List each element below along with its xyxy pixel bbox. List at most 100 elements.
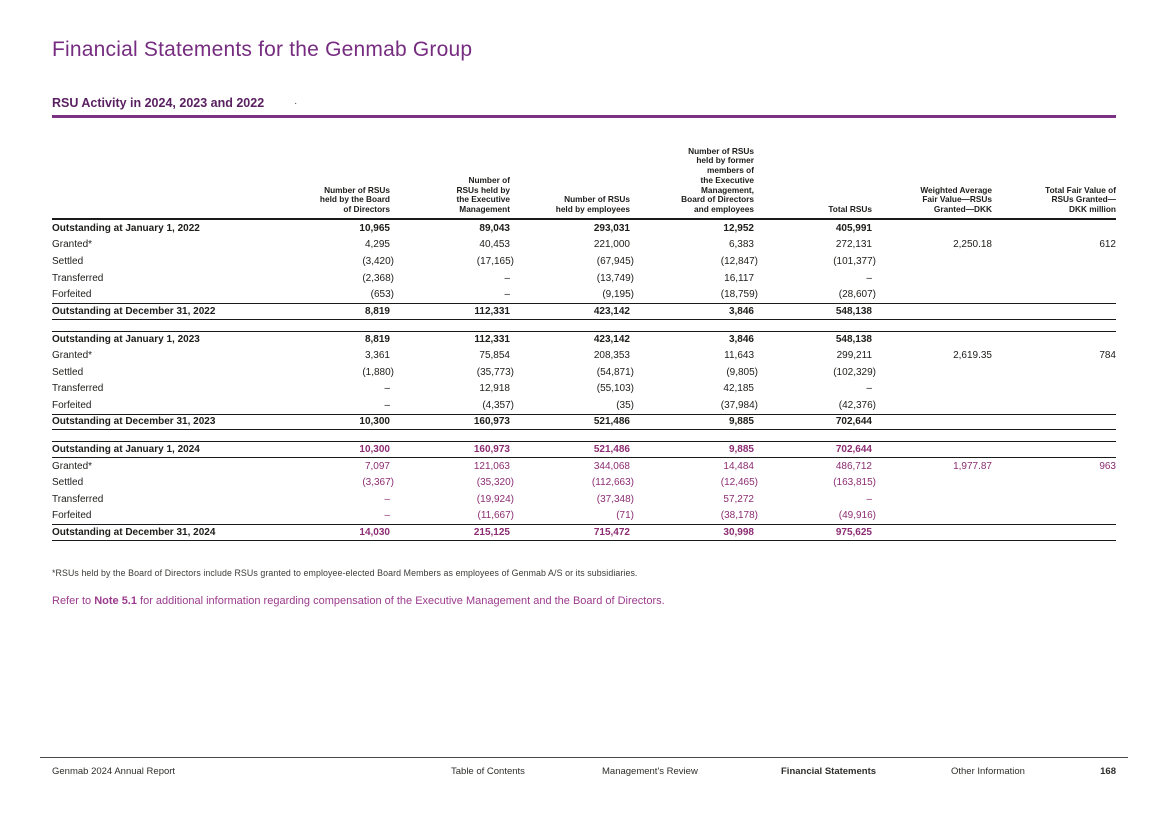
table-body: Outstanding at January 1, 2022 10,965 89,0… — [52, 220, 1116, 541]
table-row: Forfeited – (11,667) (71) (38,178) (49,916) — [52, 508, 1116, 525]
cell-value: 715,472 — [593, 526, 630, 538]
row-label: Forfeited — [52, 399, 92, 411]
cell-value: 548,138 — [835, 333, 872, 345]
cell-value: 10,300 — [359, 443, 390, 455]
cell-value: 612 — [1099, 239, 1116, 251]
footer-nav-financial-statements[interactable]: Financial Statements — [781, 766, 877, 777]
column-header-5: Total RSUs — [828, 204, 872, 215]
cell-value: 42,185 — [723, 383, 754, 395]
cell-value: (9,195) — [602, 289, 634, 301]
cell-value: (17,165) — [476, 255, 514, 267]
cell-value: 293,031 — [593, 222, 630, 234]
table-row: Outstanding at December 31, 2024 14,030 21… — [52, 524, 1116, 541]
cell-value: – — [384, 510, 390, 522]
row-label: Granted* — [52, 239, 93, 251]
table-row: Granted* 3,361 75,854 208,353 11,643 299,211 2… — [52, 347, 1116, 364]
cell-value: 30,998 — [723, 526, 754, 538]
cell-value: – — [504, 272, 510, 284]
cell-value: (28,607) — [838, 289, 876, 301]
cell-value: 784 — [1099, 349, 1116, 361]
cell-value: 221,000 — [593, 239, 630, 251]
table-section-2023: Outstanding at January 1, 2023 8,819 112,3… — [52, 330, 1116, 431]
cell-value: (18,759) — [720, 289, 758, 301]
footer-rule — [40, 757, 1128, 758]
footer-nav-managements-review[interactable]: Management's Review — [602, 766, 698, 777]
table-footnote: *RSUs held by the Board of Directors inc… — [52, 568, 638, 578]
cell-value: (11,667) — [477, 510, 514, 522]
table-row: Settled (3,420) (17,165) (67,945) (12,847) (1… — [52, 253, 1116, 270]
row-label: Outstanding at December 31, 2023 — [52, 416, 216, 428]
table-section-2022: Outstanding at January 1, 2022 10,965 89,0… — [52, 220, 1116, 320]
cell-value: 344,068 — [593, 460, 630, 472]
cell-value: (653) — [370, 289, 394, 301]
column-header-4: Number of RSUs held by former members of… — [681, 145, 754, 215]
section-heading: RSU Activity in 2024, 2023 and 2022 — [52, 96, 265, 110]
footer-nav-table-of-contents[interactable]: Table of Contents — [451, 766, 525, 777]
cell-value: (42,376) — [838, 399, 876, 411]
cell-value: 10,965 — [359, 222, 390, 234]
row-label: Transferred — [52, 493, 104, 505]
cell-value: 3,846 — [728, 333, 754, 345]
footer: Genmab 2024 Annual Report Table of Conte… — [0, 766, 1168, 786]
column-header-2: Number of RSUs held by the Executive Man… — [456, 174, 511, 215]
cell-value: 975,625 — [835, 526, 872, 538]
cell-value: (54,871) — [596, 366, 634, 378]
cell-value: (35) — [616, 399, 634, 411]
cell-value: 548,138 — [835, 305, 872, 317]
cell-value: (12,465) — [720, 477, 758, 489]
note-5-1-link[interactable]: Note 5.1 — [94, 595, 137, 607]
cell-value: 521,486 — [593, 416, 630, 428]
cell-value: (163,815) — [833, 477, 876, 489]
table-row: Outstanding at January 1, 2023 8,819 112,3… — [52, 330, 1116, 348]
cell-value: 11,643 — [724, 349, 754, 361]
cell-value: 2,250.18 — [953, 239, 992, 251]
cell-value: 3,361 — [364, 349, 390, 361]
cell-value: 272,131 — [835, 239, 872, 251]
cell-value: (102,329) — [833, 366, 876, 378]
cell-value: 963 — [1099, 460, 1116, 472]
cell-value: – — [866, 383, 872, 395]
table-row: Outstanding at December 31, 2022 8,819 112… — [52, 302, 1116, 320]
table-row: Forfeited – (4,357) (35) (37,984) (42,376) — [52, 397, 1116, 414]
cell-value: (67,945) — [596, 255, 634, 267]
row-label: Outstanding at December 31, 2022 — [52, 305, 216, 317]
note-suffix: for additional information regarding com… — [136, 595, 665, 607]
cell-value: (1,880) — [362, 366, 394, 378]
cell-value: – — [384, 383, 390, 395]
table-row: Settled (1,880) (35,773) (54,871) (9,805) (10… — [52, 364, 1116, 381]
cell-value: 75,854 — [479, 349, 510, 361]
row-label: Settled — [52, 477, 84, 489]
cell-value: 299,211 — [836, 349, 872, 361]
cell-value: 423,142 — [593, 305, 630, 317]
row-label: Forfeited — [52, 289, 92, 301]
cell-value: – — [866, 272, 872, 284]
cell-value: (3,367) — [362, 477, 394, 489]
heading-dot-mark: · — [294, 98, 298, 109]
table-section-2024: Outstanding at January 1, 2024 10,300 160,… — [52, 441, 1116, 541]
cell-value: (38,178) — [720, 510, 758, 522]
table-row: Transferred – 12,918 (55,103) 42,185 – — [52, 380, 1116, 397]
rsu-activity-table: Number of RSUs held by the Board of Dire… — [52, 122, 1116, 552]
footer-nav-other-information[interactable]: Other Information — [951, 766, 1025, 777]
cell-value: 112,331 — [474, 305, 510, 317]
cell-value: (3,420) — [362, 255, 394, 267]
cell-value: (35,773) — [476, 366, 514, 378]
cell-value: 215,125 — [473, 526, 510, 538]
cell-value: 12,918 — [479, 383, 510, 395]
row-label: Outstanding at January 1, 2023 — [52, 333, 200, 345]
cell-value: 112,331 — [474, 333, 510, 345]
cell-value: 57,272 — [723, 493, 754, 505]
cell-value: 7,097 — [364, 460, 390, 472]
cell-value: – — [384, 399, 390, 411]
row-label: Granted* — [52, 349, 93, 361]
footer-report-title: Genmab 2024 Annual Report — [52, 766, 176, 777]
cell-value: 10,300 — [359, 416, 390, 428]
row-label: Settled — [52, 366, 84, 378]
table-row: Outstanding at January 1, 2024 10,300 160,… — [52, 441, 1116, 458]
cell-value: (37,984) — [720, 399, 758, 411]
row-label: Outstanding at December 31, 2024 — [52, 526, 216, 538]
row-label: Outstanding at January 1, 2022 — [52, 222, 200, 234]
note-prefix: Refer to — [52, 595, 95, 607]
row-label: Forfeited — [52, 510, 92, 522]
